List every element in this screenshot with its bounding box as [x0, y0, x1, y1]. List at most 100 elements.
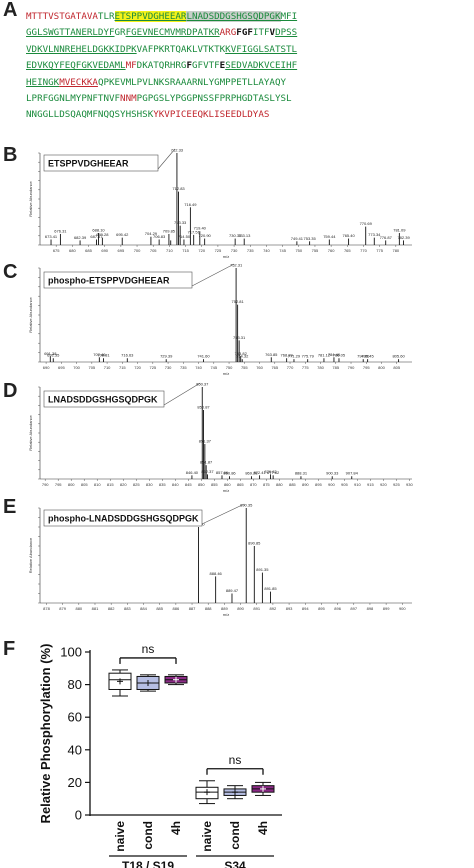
x-tick-label: 890: [237, 606, 244, 611]
x-tick-label: 740: [195, 365, 202, 370]
x-tick-label: 775: [302, 365, 309, 370]
peak-label: 689.28: [96, 232, 109, 237]
x-tick-label: 888: [205, 606, 212, 611]
sequence-segment: MFI: [280, 11, 298, 22]
x-tick-label: 887: [189, 606, 196, 611]
title-leader-line: [201, 503, 245, 525]
sequence-line: GGLSWGTTANERLDYFGRFGEVNECMVMRDPATKRARGFG…: [26, 25, 470, 41]
sequence-segment: SEDVADKVCEIHF: [225, 60, 298, 72]
x-tick-label: 893: [286, 606, 293, 611]
x-tick-label: 899: [383, 606, 390, 611]
x-tick-label: 890: [302, 482, 309, 487]
peak-label: 860.86: [223, 471, 236, 476]
peak-label: 752.31: [230, 263, 243, 268]
x-tick-label: 795: [363, 365, 370, 370]
x-tick-label: 882: [108, 606, 115, 611]
peak-label: 907.84: [346, 471, 359, 476]
x-tick-label: 905: [341, 482, 348, 487]
x-tick-label: 705: [150, 248, 157, 253]
peak-label: 695.42: [116, 232, 129, 237]
x-tick-label: 745: [279, 248, 286, 253]
peak-label: 784.40: [328, 352, 341, 357]
x-tick-label: 675: [53, 248, 60, 253]
ms-spectrum-d: Relative Abundance 790 795 800 805 810 815 820 8…: [28, 382, 414, 494]
x-tick-label: 889: [221, 606, 228, 611]
x-tick-label: 750: [295, 248, 302, 253]
category-label: naive: [113, 821, 127, 852]
x-tick-label: 780: [317, 365, 324, 370]
x-tick-label: 690: [101, 248, 108, 253]
peak-label: 712.33: [171, 148, 184, 153]
panel-label-b: B: [3, 144, 18, 166]
peak-label: 888.31: [295, 471, 308, 476]
peak-label: 692.35: [47, 353, 60, 358]
x-tick-label: 735: [180, 365, 187, 370]
x-tick-label: 915: [367, 482, 374, 487]
peak-label: 741.60: [197, 354, 210, 359]
x-tick-label: 795: [55, 482, 62, 487]
peak-label: 781.12: [318, 353, 331, 358]
peak-label: 850.87: [197, 405, 210, 410]
x-tick-label: 720: [134, 365, 141, 370]
x-tick-label: 705: [88, 365, 95, 370]
significance-label: ns: [229, 753, 242, 767]
y-tick-label: 60: [68, 710, 82, 725]
peptide-title: phospho-LNADSDDGSHGSQDPGK: [48, 514, 199, 524]
sequence-line: VDKVLNNREHELDGKKIDPKVAFPKRTQAKLVTKTKKVFI…: [26, 42, 470, 58]
peptide-title-box: [43, 154, 159, 172]
x-tick-label: 885: [289, 482, 296, 487]
peak-label: 688.10: [92, 228, 105, 233]
x-tick-label: 870: [250, 482, 257, 487]
ms-spectrum-c: Relative Abundance 690 695 700 705 710 715 720 7…: [28, 263, 412, 376]
x-tick-label: 885: [156, 606, 163, 611]
x-tick-label: 896: [334, 606, 341, 611]
peak-label: 682.39: [74, 235, 87, 240]
x-tick-label: 765: [271, 365, 278, 370]
sequence-segment: QPKEVMLPVLNKSRAAARNLYGMPPETLLAYAQY: [97, 76, 287, 88]
sequence-segment: MTTTVSTGATAVA: [26, 11, 98, 22]
x-tick-label: 855: [211, 482, 218, 487]
x-tick-label: 891: [253, 606, 260, 611]
x-tick-label: 690: [43, 365, 50, 370]
peak-label: 786.05: [333, 353, 346, 358]
x-tick-label: 770: [360, 248, 367, 253]
ms-spectrum-b: Relative Abundance 675 680 685 690 695 700 705 7…: [28, 148, 412, 259]
peptide-title: phospho-ETSPPVDGHEEAR: [48, 276, 170, 286]
peak-label: 872.41: [253, 470, 266, 475]
sequence-segment: G: [230, 27, 237, 39]
x-tick-label: 900: [399, 606, 406, 611]
sequence-segment: VAFPKRTQAKLVTKTK: [136, 43, 226, 55]
x-tick-label: 825: [133, 482, 140, 487]
peak-label: 795.45: [362, 354, 375, 359]
x-tick-label: 750: [226, 365, 233, 370]
panel-label-d: D: [3, 380, 18, 402]
peak-label: 676.31: [54, 228, 67, 233]
peak-label: 753.31: [233, 335, 246, 340]
sequence-segment: GGLSWGTTANERLDYF: [26, 27, 115, 39]
x-tick-label: 865: [237, 482, 244, 487]
x-tick-label: 894: [302, 606, 309, 611]
peak-label: 889.47: [226, 588, 239, 593]
x-tick-label: 715: [182, 248, 189, 253]
peak-label: 782.39: [397, 235, 410, 240]
title-leader-line: [157, 148, 176, 170]
peak-label: 805.60: [392, 354, 405, 359]
x-tick-label: 800: [378, 365, 385, 370]
x-tick-label: 710: [104, 365, 111, 370]
sequence-segment: PGPGSLYPGGPNSSFPRPHGDTASLYSL: [136, 92, 292, 104]
panel-label-a: A: [3, 0, 18, 21]
x-tick-label: 695: [58, 365, 65, 370]
peak-label: 691.38: [44, 351, 57, 356]
x-tick-label: 883: [124, 606, 131, 611]
sequence-segment: F: [236, 27, 242, 39]
peak-label: 770.69: [360, 221, 373, 226]
peptide-title: LNADSDDGSHGSQDPGK: [48, 395, 158, 405]
x-tick-label: 879: [59, 606, 66, 611]
x-tick-label: 881: [92, 606, 99, 611]
peak-label: 673.41: [45, 234, 58, 239]
x-tick-label: 884: [140, 606, 147, 611]
x-tick-label: 930: [406, 482, 413, 487]
x-tick-label: 745: [210, 365, 217, 370]
title-leader-line: [163, 382, 201, 406]
peak-label: 771.29: [288, 354, 301, 359]
